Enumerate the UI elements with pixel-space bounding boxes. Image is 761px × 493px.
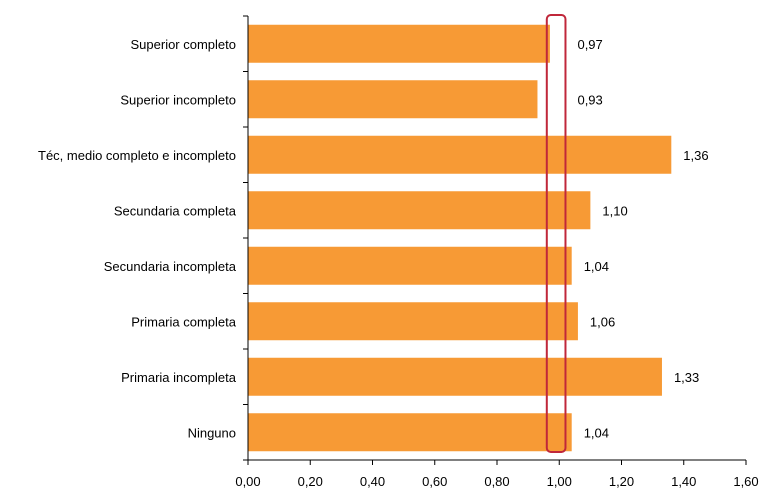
category-label: Superior completo: [131, 37, 237, 52]
bar: [248, 413, 572, 452]
category-label: Superior incompleto: [120, 92, 236, 107]
bar: [248, 24, 550, 63]
bar: [248, 135, 672, 174]
category-labels: Superior completo Superior incompleto Téc,…: [38, 37, 237, 441]
value-label: 1,10: [602, 203, 627, 218]
x-tick-label: 0,40: [360, 474, 385, 489]
bar: [248, 80, 538, 119]
value-label: 1,06: [590, 314, 615, 329]
x-tick-label: 1,60: [733, 474, 758, 489]
category-label: Secundaria incompleta: [104, 259, 237, 274]
x-tick-label: 0,60: [422, 474, 447, 489]
category-label: Téc, medio completo e incompleto: [38, 148, 236, 163]
bar: [248, 246, 572, 285]
bar: [248, 191, 591, 230]
value-label: 1,36: [683, 148, 708, 163]
x-axis-ticks: 0,00 0,20 0,40 0,60 0,80 1,00 1,20 1,40 1,60: [235, 460, 759, 489]
value-label: 1,04: [584, 425, 609, 440]
value-label: 1,33: [674, 370, 699, 385]
x-tick-label: 1,20: [609, 474, 634, 489]
category-label: Secundaria completa: [114, 203, 237, 218]
value-labels: 0,97 0,93 1,36 1,10 1,04 1,06 1,33 1,04: [577, 37, 708, 441]
value-label: 0,93: [577, 92, 602, 107]
y-axis-ticks: [243, 15, 248, 461]
value-label: 1,04: [584, 259, 609, 274]
x-tick-label: 0,00: [235, 474, 260, 489]
value-label: 0,97: [577, 37, 602, 52]
category-label: Primaria completa: [131, 314, 237, 329]
x-tick-label: 1,40: [671, 474, 696, 489]
bar: [248, 357, 662, 396]
reference-bracket: [545, 14, 567, 453]
category-label: Primaria incompleta: [121, 370, 237, 385]
bar: [248, 302, 578, 341]
x-tick-label: 0,80: [484, 474, 509, 489]
x-tick-label: 0,20: [298, 474, 323, 489]
bars-group: [248, 24, 672, 452]
x-tick-label: 1,00: [547, 474, 572, 489]
category-label: Ninguno: [188, 425, 236, 440]
